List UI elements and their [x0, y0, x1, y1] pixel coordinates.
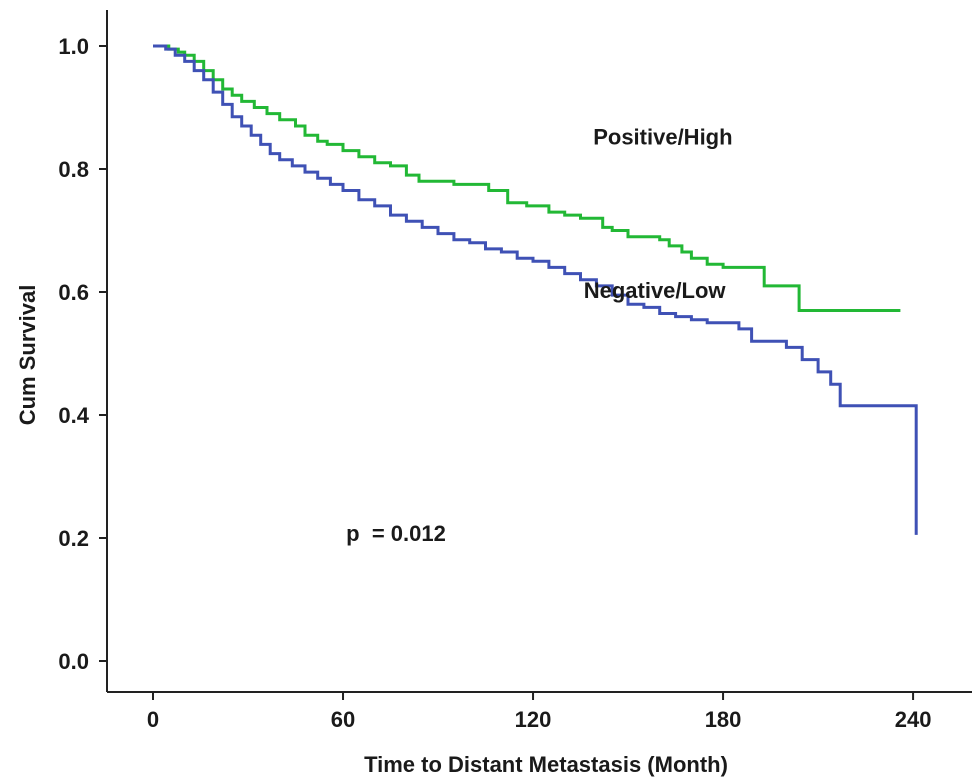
y-tick-label: 0.8	[58, 157, 89, 182]
x-axis-title: Time to Distant Metastasis (Month)	[364, 752, 728, 777]
series-line-positive-high	[153, 44, 901, 312]
x-tick-label: 0	[147, 707, 159, 732]
tick-group: 0 60 120 180 240 0.0 0.2 0.4 0.6 0.8 1.0	[58, 34, 931, 732]
y-tick-label: 0.2	[58, 526, 89, 551]
y-tick-label: 1.0	[58, 34, 89, 59]
x-tick-label: 120	[515, 707, 552, 732]
series-group	[153, 44, 918, 535]
annotation-pvalue: p = 0.012	[346, 521, 446, 546]
series-line-negative-low	[153, 44, 918, 535]
x-tick-label: 60	[331, 707, 355, 732]
y-tick-label: 0.0	[58, 649, 89, 674]
annotation-pos-high: Positive/High	[593, 124, 732, 149]
y-tick-label: 0.6	[58, 280, 89, 305]
y-tick-label: 0.4	[58, 403, 89, 428]
annotation-group: Positive/High Negative/Low p = 0.012	[346, 124, 732, 546]
annotation-neg-low: Negative/Low	[584, 278, 727, 303]
y-axis-title: Cum Survival	[15, 285, 40, 426]
x-tick-label: 240	[895, 707, 932, 732]
x-tick-label: 180	[705, 707, 742, 732]
axes	[106, 10, 972, 693]
